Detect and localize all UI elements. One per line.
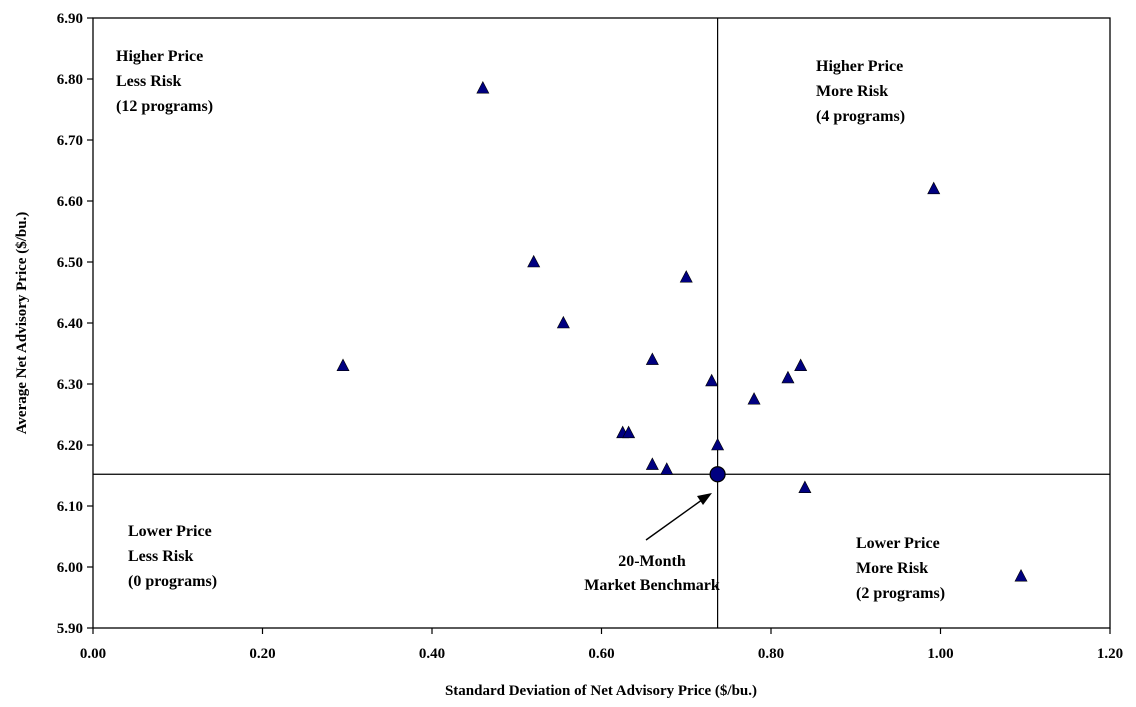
benchmark-marker [709, 466, 726, 483]
data-point-triangle [798, 480, 812, 494]
data-point-triangle [781, 370, 795, 384]
y-tick-label: 6.70 [57, 133, 83, 149]
quadrant-bottom-right-line-1: Lower Price [856, 535, 940, 552]
x-tick-label: 0.20 [249, 646, 275, 662]
data-point-triangle [705, 373, 719, 387]
data-point-triangle [622, 425, 636, 439]
data-point-triangle [476, 81, 490, 94]
x-tick-label: 1.00 [927, 646, 953, 662]
y-tick-label: 6.00 [57, 560, 83, 576]
y-tick-label: 6.20 [57, 438, 83, 454]
quadrant-bottom-left-line-3: (0 programs) [128, 573, 217, 590]
y-tick-label: 6.90 [57, 11, 83, 27]
benchmark-arrow [645, 496, 707, 541]
data-point-triangle [336, 358, 350, 372]
y-tick-label: 6.10 [57, 499, 83, 515]
quadrant-top-left-line-1: Higher Price [116, 48, 203, 65]
benchmark-label-line-2: Market Benchmark [584, 577, 720, 594]
quadrant-top-right-line-1: Higher Price [816, 58, 903, 75]
x-tick-label: 0.00 [80, 646, 106, 662]
quadrant-top-right-line-2: More Risk [816, 83, 888, 100]
quadrant-top-right-line-3: (4 programs) [816, 108, 905, 125]
quadrant-bottom-left-line-1: Lower Price [128, 523, 212, 540]
data-point-triangle [645, 352, 659, 365]
data-point-triangle [527, 254, 541, 268]
data-point-triangle [556, 315, 570, 329]
x-tick-label: 0.60 [588, 646, 614, 662]
y-axis-title: Average Net Advisory Price ($/bu.) [14, 212, 30, 435]
quadrant-bottom-right-line-3: (2 programs) [856, 585, 945, 602]
x-axis-title: Standard Deviation of Net Advisory Price… [445, 683, 757, 699]
quadrant-bottom-left-line-2: Less Risk [128, 548, 193, 565]
y-tick-label: 6.40 [57, 316, 83, 332]
data-point-triangle [747, 392, 761, 405]
y-tick-label: 6.80 [57, 72, 83, 88]
data-point-triangle [711, 437, 725, 451]
x-axis: 0.00 0.20 0.40 0.60 0.80 1.00 1.20 [80, 628, 1123, 662]
y-tick-label: 6.50 [57, 255, 83, 271]
y-axis: 5.90 6.00 6.10 6.20 6.30 6.40 6.50 6.60 6.70 6.80… [57, 11, 93, 637]
data-point-triangle [660, 462, 674, 475]
data-point-triangle [679, 270, 693, 283]
quadrant-top-left-line-2: Less Risk [116, 73, 181, 90]
x-tick-label: 0.80 [758, 646, 784, 662]
data-point-triangle [794, 358, 808, 372]
x-tick-label: 0.40 [419, 646, 445, 662]
plot-area [92, 17, 1111, 629]
y-tick-label: 6.60 [57, 194, 83, 210]
data-point-triangle [927, 181, 941, 195]
quadrant-top-left-line-3: (12 programs) [116, 98, 213, 115]
data-points [336, 81, 1028, 582]
benchmark-label-line-1: 20-Month [618, 553, 686, 570]
quadrant-bottom-right-line-2: More Risk [856, 560, 928, 577]
data-point-triangle [645, 457, 659, 470]
x-tick-label: 1.20 [1097, 646, 1123, 662]
data-point-triangle [1014, 569, 1028, 582]
y-tick-label: 6.30 [57, 377, 83, 393]
y-tick-label: 5.90 [57, 621, 83, 637]
benchmark-arrowhead [697, 493, 712, 505]
